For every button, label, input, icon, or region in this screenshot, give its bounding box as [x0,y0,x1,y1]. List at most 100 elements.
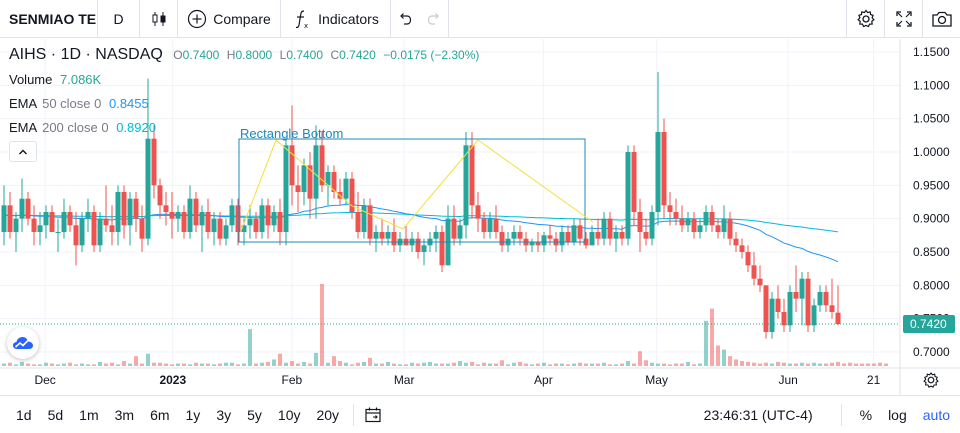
range-1y[interactable]: 1y [185,406,201,423]
volume-bar [80,363,84,366]
candle-body [367,205,373,239]
candle-body [697,225,703,232]
candle-body [637,212,643,232]
candlesticks [1,72,841,339]
candle-body [235,205,241,232]
volume-bar [788,363,792,366]
range-3y[interactable]: 3y [216,406,232,423]
clock-timezone[interactable]: 23:46:31 (UTC-4) [703,407,813,423]
time-axis[interactable]: Dec 2023 Feb Mar Apr May Jun 21 [34,372,939,388]
axis-settings-gear-icon[interactable] [923,372,939,388]
candle-body [655,132,661,212]
candle-body [439,232,445,266]
volume-bar [836,361,840,366]
volume-bar [566,364,570,366]
volume-bar [122,361,126,366]
volume-bar [548,364,552,366]
volume-bar [596,363,600,366]
settings-button[interactable] [846,0,884,38]
candle-body [151,138,157,186]
candle-body [103,218,109,226]
chart-style-button[interactable] [140,0,178,38]
candle-body [673,212,679,219]
range-5y[interactable]: 5y [247,406,262,423]
volume-bar [746,361,750,366]
volume-bar [248,329,252,366]
volume-bar [620,363,624,366]
range-1d[interactable]: 1d [16,406,32,423]
candle-body [37,225,43,232]
tradingview-logo[interactable] [7,327,39,359]
volume-bar [146,353,150,366]
range-20y[interactable]: 20y [316,406,340,423]
candle-body [139,218,145,239]
undo-button[interactable] [391,0,419,38]
volume-bar [422,362,426,366]
volume-bar [320,284,324,366]
candle-body [241,225,247,232]
percent-scale-toggle[interactable]: % [859,407,873,423]
bottom-toolbar: 1d 5d 1m 3m 6m 1y 3y 5y 10y 20y 23:46:31 (UTC-4) … [0,395,960,433]
ema50-legend[interactable]: EMA 50 close 0 0.8455 [9,96,149,111]
gear-icon-center [927,376,935,384]
volume-bar [434,363,438,366]
range-10y[interactable]: 10y [277,406,301,423]
volume-bar [44,362,48,366]
volume-bar [380,363,384,366]
volume-legend[interactable]: Volume 7.086K [9,72,101,87]
legend-symbol[interactable]: AIHS [9,46,47,63]
auto-scale-toggle[interactable]: auto [922,407,950,423]
volume-bar [650,362,654,366]
symbol-search-button[interactable]: SENMIAO TE [0,0,98,38]
date-range-button[interactable] [364,406,382,424]
volume-bar [206,363,210,366]
candle-body [475,205,481,219]
indicators-button[interactable]: x Indicators [281,0,391,38]
volume-bar [326,362,330,366]
ema200-legend[interactable]: EMA 200 close 0 0.8920 [9,120,156,135]
volume-bar [2,363,6,366]
range-6m[interactable]: 6m [150,406,170,423]
redo-button[interactable] [419,0,449,38]
volume-bar [602,362,606,366]
candle-body [67,212,73,226]
candle-body [457,225,463,239]
pattern-drawing[interactable]: Rectangle Bottom [238,126,594,243]
collapse-legend-button[interactable] [9,141,37,162]
volume-bar [344,362,348,366]
candle-body [787,292,793,326]
volume-bar [500,360,504,366]
interval-button[interactable]: D [98,0,140,38]
volume-bar [524,363,528,366]
candle-body [193,198,199,226]
volume-bar [728,356,732,366]
plus-circle-icon [188,9,207,28]
candle-body [451,218,457,239]
candle-body [115,192,121,232]
volume-bar [314,352,318,366]
price-chart[interactable]: Rectangle Bottom 1.1500 1.1000 1.0500 1.000… [0,39,960,395]
volume-value: 7.086K [60,72,102,87]
fullscreen-button[interactable] [884,0,922,38]
candle-body [259,205,265,232]
compare-button[interactable]: Compare [178,0,281,38]
volume-label: Volume [9,72,53,87]
candle-body [49,212,55,232]
range-selector: 1d 5d 1m 3m 6m 1y 3y 5y 10y 20y [0,407,347,423]
volume-bar [842,363,846,366]
volume-bar [272,359,276,366]
price-axis[interactable]: 1.1500 1.1000 1.0500 1.0000 0.9500 0.9000 0.85… [0,45,955,359]
screenshot-button[interactable] [922,0,960,38]
candle-body [277,212,283,232]
log-scale-toggle[interactable]: log [888,407,907,423]
volume-bar [824,363,828,366]
candle-body [727,218,733,239]
volume-bar [584,363,588,366]
candle-body [205,212,211,232]
range-5d[interactable]: 5d [47,406,64,423]
volume-bar [164,363,168,366]
candle-body [421,245,427,252]
range-1m[interactable]: 1m [79,406,99,423]
candle-body [121,192,127,226]
range-3m[interactable]: 3m [114,406,135,423]
